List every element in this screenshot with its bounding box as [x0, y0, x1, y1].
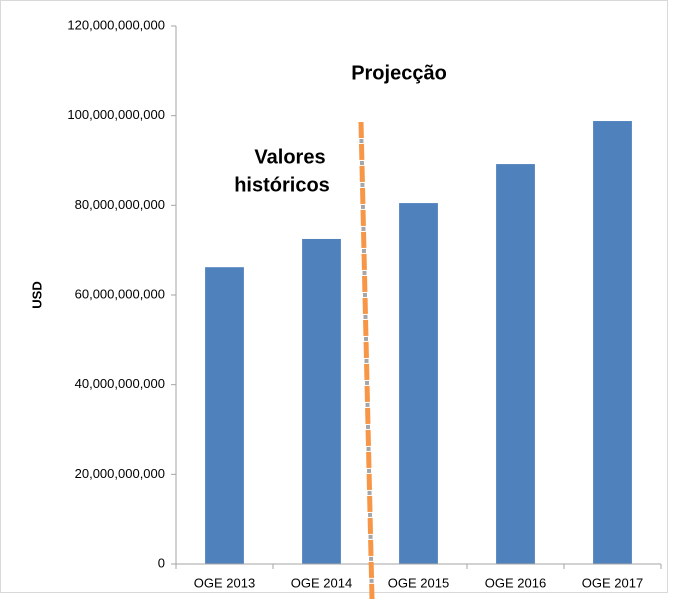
y-tick-label: 120,000,000,000 — [67, 17, 165, 32]
y-tick-label: 100,000,000,000 — [67, 107, 165, 122]
x-tick-label: OGE 2013 — [194, 575, 255, 590]
bar — [593, 121, 632, 565]
x-tick-label: OGE 2014 — [291, 575, 352, 590]
y-tick-label: 60,000,000,000 — [75, 286, 165, 301]
divider — [358, 121, 375, 599]
bar — [302, 238, 341, 565]
bar — [399, 203, 438, 564]
y-tick-label: 0 — [158, 555, 165, 570]
annotation: históricos — [234, 174, 330, 196]
bar — [205, 267, 244, 564]
y-tick-label: 80,000,000,000 — [75, 197, 165, 212]
y-tick-label: 40,000,000,000 — [75, 376, 165, 391]
x-tick-label: OGE 2016 — [485, 575, 546, 590]
y-tick-label: 20,000,000,000 — [75, 466, 165, 481]
bar — [496, 164, 535, 564]
x-tick-label: OGE 2015 — [388, 575, 449, 590]
annotation: Valores — [254, 146, 325, 168]
y-axis-label: USD — [29, 281, 44, 308]
divider-dots — [359, 121, 374, 599]
annotation: Projecção — [351, 62, 447, 84]
x-tick-label: OGE 2017 — [582, 575, 643, 590]
